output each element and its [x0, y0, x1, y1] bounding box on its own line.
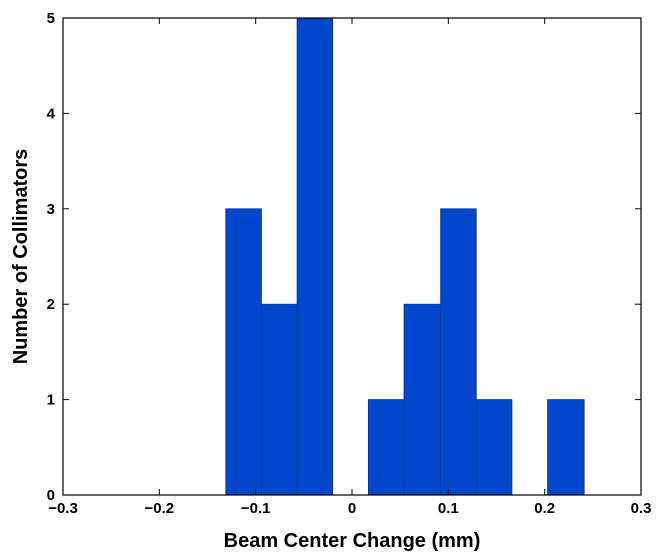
- histogram-bar-7: [475, 399, 513, 496]
- histogram-bar-3: [296, 17, 334, 496]
- y-tick-label: 0: [47, 487, 55, 504]
- x-tick-label: 0.1: [438, 500, 459, 517]
- x-tick-label: 0: [348, 500, 356, 517]
- x-tick-label: −0.2: [145, 500, 175, 517]
- histogram-bar-4: [367, 399, 405, 496]
- x-tick-label: 0.2: [534, 500, 555, 517]
- bars-layer: [225, 17, 585, 496]
- y-axis-title: Number of Collimators: [10, 149, 32, 365]
- x-axis-title: Beam Center Change (mm): [224, 530, 481, 552]
- ticks-layer: −0.3 −0.2 −0.1 0 0.1 0.2 0.3 0 1 2 3 4 5: [47, 10, 652, 517]
- y-tick-label: 3: [47, 201, 55, 218]
- y-tick-label: 4: [47, 105, 56, 122]
- y-tick-label: 1: [47, 392, 55, 409]
- histogram-bar-5: [403, 303, 442, 496]
- x-tick-label: −0.1: [241, 500, 271, 517]
- x-tick-label: 0.3: [631, 500, 652, 517]
- x-tick-label: −0.3: [48, 500, 78, 517]
- y-tick-label: 5: [47, 10, 55, 27]
- y-tick-label: 2: [47, 296, 55, 313]
- histogram-bar-2: [261, 303, 298, 496]
- histogram-bar-8: [547, 399, 585, 496]
- histogram-bar-1: [225, 208, 262, 496]
- histogram-bar-6: [440, 208, 477, 496]
